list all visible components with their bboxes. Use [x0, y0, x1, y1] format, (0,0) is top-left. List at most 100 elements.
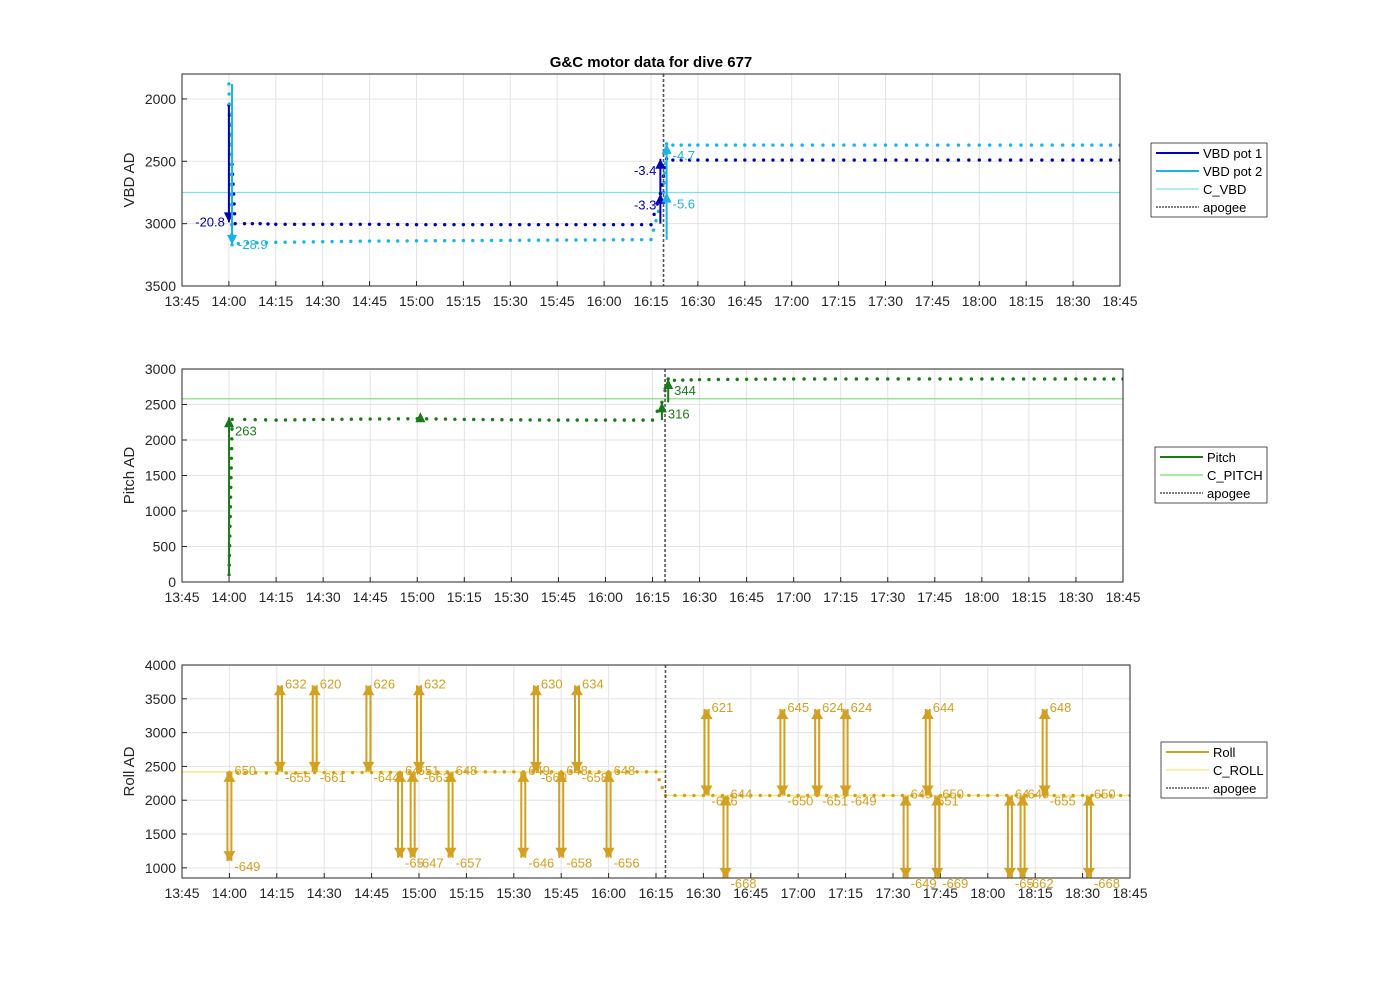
vbd-point — [639, 222, 644, 227]
roll-arrow-head — [444, 847, 457, 858]
vbd-point — [452, 238, 456, 243]
roll-plot-content — [182, 665, 1130, 878]
roll-point — [986, 793, 990, 798]
roll-point — [758, 793, 762, 798]
vbd-point — [367, 222, 372, 226]
pitch-point — [1093, 377, 1097, 381]
roll-label: -65 — [1015, 876, 1034, 891]
vbd-point — [621, 222, 625, 227]
roll-xtick-label: 14:15 — [259, 885, 294, 901]
pitch-xtick-label: 17:30 — [870, 589, 905, 605]
pitch-xtick-label: 14:00 — [212, 589, 247, 605]
vbd-xtick-label: 15:00 — [399, 293, 434, 309]
roll-label: 650 — [942, 787, 964, 802]
roll-label: 632 — [285, 676, 307, 691]
vbd-point — [274, 240, 278, 245]
vbd-point — [461, 238, 466, 243]
vbd-point — [743, 158, 747, 162]
pitch-ytick-label: 2500 — [145, 397, 176, 413]
vbd-point — [761, 143, 766, 147]
vbd-point — [499, 222, 503, 227]
vbd-point — [935, 158, 940, 162]
vbd-point — [227, 102, 231, 106]
vbd-point — [810, 143, 815, 147]
pitch-xtick-label: 13:45 — [164, 589, 199, 605]
roll-xtick-label: 17:45 — [923, 885, 958, 901]
pitch-point — [349, 417, 354, 421]
vbd-point — [452, 222, 456, 227]
pitch-point — [603, 418, 608, 422]
pitch-point — [424, 417, 429, 421]
roll-point — [853, 793, 857, 798]
vbd-point — [1108, 143, 1113, 147]
vbd-point — [527, 222, 531, 227]
vbd-point — [583, 238, 588, 242]
roll-point — [284, 771, 288, 775]
vbd-point — [250, 221, 255, 226]
roll-arrow-head — [1082, 795, 1095, 806]
roll-point — [254, 771, 258, 775]
pitch-point — [631, 418, 636, 422]
pitch-point — [990, 377, 995, 381]
vbd-point — [405, 239, 409, 243]
vbd-arrow-head — [227, 234, 238, 245]
pitch-point — [263, 418, 268, 422]
roll-xtick-label: 18:45 — [1112, 885, 1147, 901]
vbd-point — [414, 222, 419, 227]
vbd-point — [967, 143, 971, 147]
roll-xtick-label: 18:00 — [970, 885, 1005, 901]
pitch-point — [283, 418, 288, 422]
roll-point — [1071, 793, 1075, 798]
vbd-point — [480, 238, 484, 243]
vbd-point — [800, 158, 804, 162]
roll-xtick-label: 15:15 — [449, 885, 484, 901]
roll-point — [787, 793, 791, 798]
roll-arrow-head — [700, 785, 713, 796]
roll-point — [1061, 793, 1066, 798]
roll-label: -649 — [851, 794, 877, 809]
vbd-point — [405, 222, 409, 227]
roll-point — [483, 770, 488, 774]
roll-label: -668 — [731, 876, 757, 891]
vbd-point — [780, 143, 785, 147]
vbd-point — [800, 143, 804, 147]
roll-xtick-label: 14:45 — [354, 885, 389, 901]
pitch-point — [707, 377, 711, 382]
roll-point — [1042, 793, 1047, 798]
vbd-point — [842, 158, 846, 162]
roll-arrow-head — [1082, 868, 1095, 878]
pitch-point — [519, 418, 523, 422]
vbd-xtick-label: 16:15 — [633, 293, 668, 309]
vbd-point — [925, 158, 929, 162]
pitch-annotation: 263 — [235, 423, 257, 438]
roll-label: 64 — [1015, 787, 1029, 802]
pitch-xtick-label: 17:15 — [823, 589, 858, 605]
vbd-xtick-label: 15:30 — [493, 293, 528, 309]
vbd-point — [330, 222, 334, 226]
vbd-point — [1071, 158, 1075, 162]
pitch-point — [969, 377, 974, 381]
roll-point — [464, 770, 469, 774]
vbd-point — [671, 158, 675, 162]
roll-axes-box — [181, 664, 1131, 879]
roll-point — [331, 770, 336, 775]
roll-arrow-head — [406, 771, 419, 782]
vbd-point — [679, 158, 683, 162]
roll-point — [388, 770, 393, 775]
pitch-point — [812, 377, 817, 381]
roll-point — [322, 770, 326, 775]
pitch-point — [321, 417, 325, 422]
pitch-point — [500, 417, 504, 422]
pitch-point — [509, 418, 514, 422]
pitch-point — [641, 418, 645, 422]
vbd-point — [663, 171, 667, 175]
roll-arrow-head — [273, 685, 286, 696]
pitch-point — [302, 417, 307, 422]
roll-label: 624 — [851, 700, 873, 715]
pitch-point — [575, 418, 579, 422]
vbd-point — [442, 222, 447, 227]
vbd-point — [593, 238, 597, 242]
pitch-xtick-label: 18:30 — [1058, 589, 1093, 605]
pitch-point — [1074, 377, 1078, 381]
vbd-xtick-label: 18:00 — [962, 293, 997, 309]
